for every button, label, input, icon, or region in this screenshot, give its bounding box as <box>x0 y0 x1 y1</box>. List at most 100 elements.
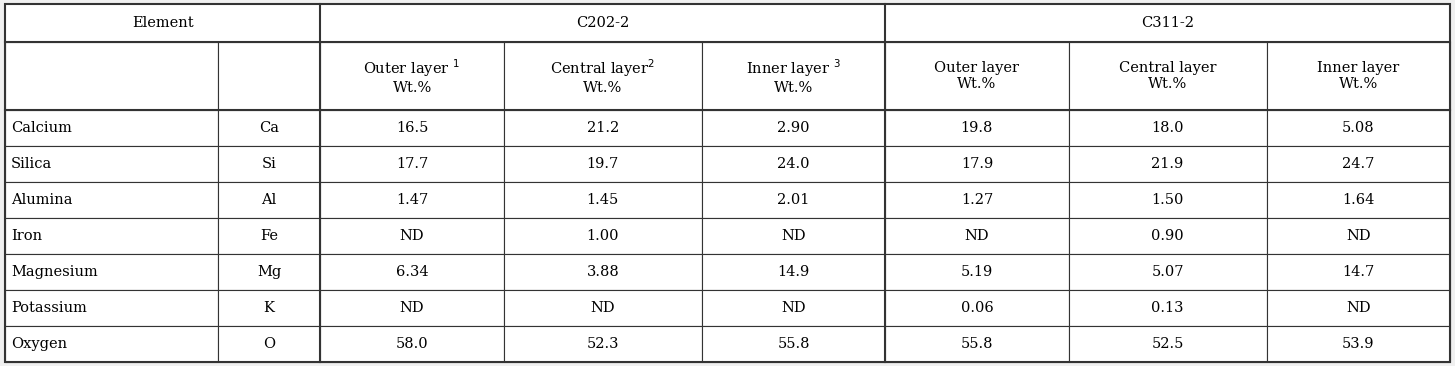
Bar <box>218 218 320 254</box>
Text: C202-2: C202-2 <box>576 16 630 30</box>
Text: Central layer$^2$
Wt.%: Central layer$^2$ Wt.% <box>550 57 655 95</box>
Text: Silica: Silica <box>12 157 52 171</box>
Text: 55.8: 55.8 <box>777 337 810 351</box>
Bar <box>4 182 218 218</box>
Text: ND: ND <box>400 229 425 243</box>
Bar <box>218 146 320 182</box>
Text: 1.64: 1.64 <box>1342 193 1375 207</box>
Text: 2.90: 2.90 <box>777 121 810 135</box>
Bar <box>1068 290 1267 326</box>
Bar <box>4 4 320 42</box>
Bar <box>1068 146 1267 182</box>
Bar <box>4 254 218 290</box>
Text: Oxygen: Oxygen <box>12 337 67 351</box>
Text: O: O <box>263 337 275 351</box>
Text: 1.27: 1.27 <box>960 193 992 207</box>
Text: 0.13: 0.13 <box>1151 301 1184 315</box>
Text: Si: Si <box>262 157 276 171</box>
Text: 5.07: 5.07 <box>1151 265 1184 279</box>
Text: 1.47: 1.47 <box>396 193 428 207</box>
Text: Magnesium: Magnesium <box>12 265 97 279</box>
Text: 14.9: 14.9 <box>777 265 809 279</box>
Bar <box>701 42 885 110</box>
Bar <box>320 110 503 146</box>
Bar <box>320 290 503 326</box>
Text: 21.2: 21.2 <box>586 121 618 135</box>
Bar <box>1068 42 1267 110</box>
Text: 17.7: 17.7 <box>396 157 428 171</box>
Text: K: K <box>263 301 275 315</box>
Bar <box>4 218 218 254</box>
Text: Iron: Iron <box>12 229 42 243</box>
Text: 1.50: 1.50 <box>1151 193 1184 207</box>
Bar <box>503 182 701 218</box>
Text: 52.5: 52.5 <box>1151 337 1184 351</box>
Text: 19.7: 19.7 <box>586 157 618 171</box>
Text: Central layer
Wt.%: Central layer Wt.% <box>1119 61 1216 91</box>
Text: 14.7: 14.7 <box>1342 265 1375 279</box>
Bar <box>503 42 701 110</box>
Bar <box>503 110 701 146</box>
Bar <box>1068 254 1267 290</box>
Bar <box>4 326 218 362</box>
Bar <box>885 254 1068 290</box>
Bar <box>503 146 701 182</box>
Text: Outer layer $^1$
Wt.%: Outer layer $^1$ Wt.% <box>364 57 461 95</box>
Bar <box>1068 110 1267 146</box>
Bar <box>701 110 885 146</box>
Bar <box>1267 110 1451 146</box>
Bar <box>218 42 320 110</box>
Text: 0.90: 0.90 <box>1151 229 1184 243</box>
Bar <box>1267 218 1451 254</box>
Bar <box>503 290 701 326</box>
Text: Fe: Fe <box>260 229 278 243</box>
Text: 58.0: 58.0 <box>396 337 428 351</box>
Bar <box>885 290 1068 326</box>
Text: Alumina: Alumina <box>12 193 73 207</box>
Text: Al: Al <box>262 193 276 207</box>
Bar <box>1267 182 1451 218</box>
Text: 1.00: 1.00 <box>586 229 618 243</box>
Text: Outer layer
Wt.%: Outer layer Wt.% <box>934 61 1020 91</box>
Bar <box>1267 42 1451 110</box>
Text: 24.7: 24.7 <box>1342 157 1375 171</box>
Text: Calcium: Calcium <box>12 121 71 135</box>
Bar <box>885 182 1068 218</box>
Bar <box>885 146 1068 182</box>
Bar <box>503 326 701 362</box>
Text: 19.8: 19.8 <box>960 121 994 135</box>
Bar <box>4 146 218 182</box>
Text: ND: ND <box>1346 301 1371 315</box>
Text: 18.0: 18.0 <box>1151 121 1184 135</box>
Text: 21.9: 21.9 <box>1151 157 1184 171</box>
Bar <box>885 218 1068 254</box>
Text: ND: ND <box>591 301 615 315</box>
Text: Potassium: Potassium <box>12 301 87 315</box>
Bar <box>503 254 701 290</box>
Text: C311-2: C311-2 <box>1141 16 1195 30</box>
Bar <box>320 254 503 290</box>
Text: Ca: Ca <box>259 121 279 135</box>
Bar <box>1267 290 1451 326</box>
Bar <box>218 254 320 290</box>
Text: 52.3: 52.3 <box>586 337 618 351</box>
Text: 1.45: 1.45 <box>586 193 618 207</box>
Text: ND: ND <box>965 229 989 243</box>
Text: 2.01: 2.01 <box>777 193 809 207</box>
Text: 0.06: 0.06 <box>960 301 994 315</box>
Bar <box>701 218 885 254</box>
Bar <box>1068 326 1267 362</box>
Text: 5.19: 5.19 <box>960 265 992 279</box>
Text: 3.88: 3.88 <box>586 265 620 279</box>
Bar <box>218 110 320 146</box>
Bar <box>320 146 503 182</box>
Bar <box>885 110 1068 146</box>
Bar <box>218 182 320 218</box>
Bar <box>1068 218 1267 254</box>
Bar <box>701 146 885 182</box>
Bar <box>701 326 885 362</box>
Text: Inner layer
Wt.%: Inner layer Wt.% <box>1317 61 1400 91</box>
Text: 16.5: 16.5 <box>396 121 428 135</box>
Bar <box>701 254 885 290</box>
Bar <box>1267 326 1451 362</box>
